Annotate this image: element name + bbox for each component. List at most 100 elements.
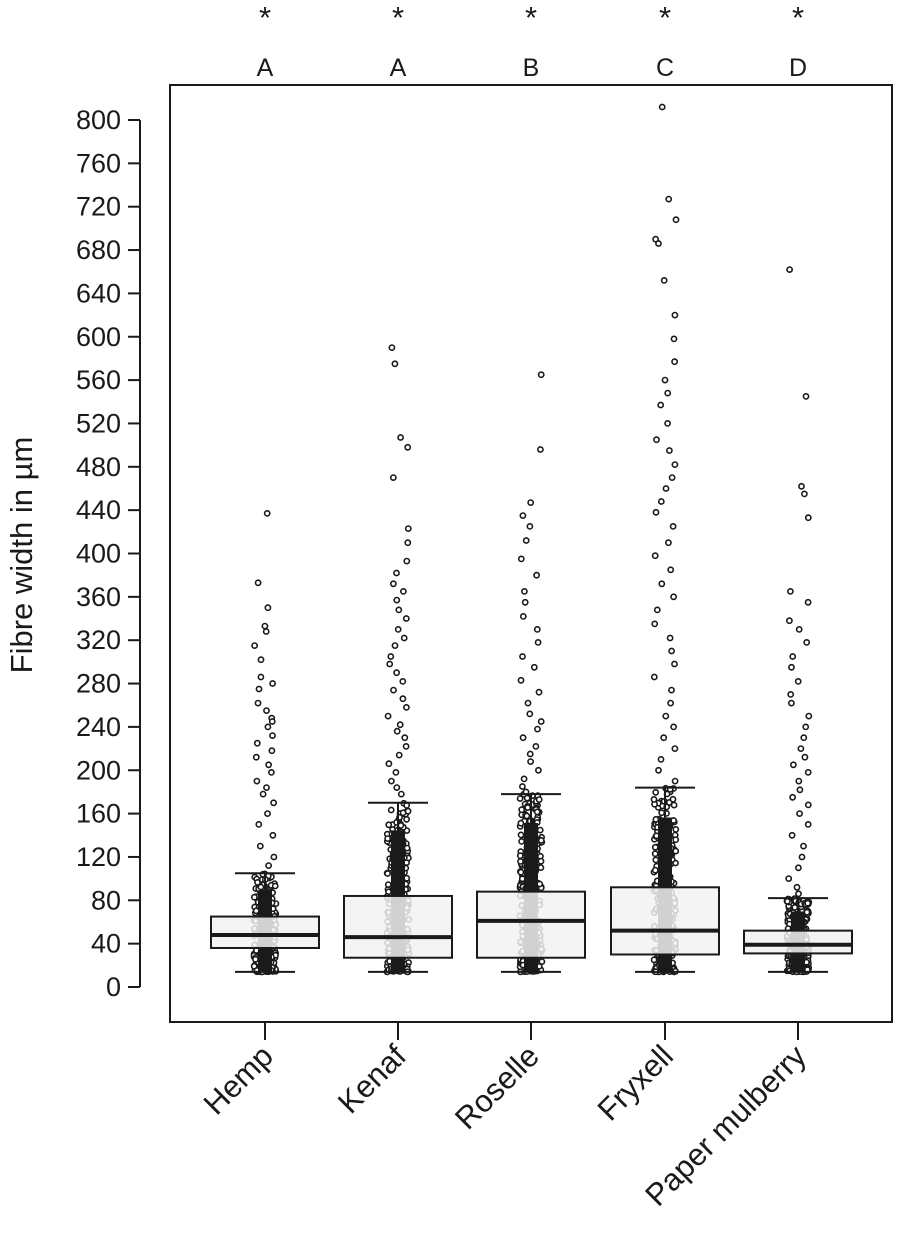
outlier-point-kenaf — [385, 760, 393, 768]
outlier-point-fryxell — [657, 498, 665, 505]
outlier-point-hemp — [270, 799, 277, 807]
data-point-roselle — [524, 804, 532, 811]
outlier-point-hemp — [254, 699, 262, 707]
outlier-point-roselle — [526, 750, 534, 758]
box-elements — [210, 786, 853, 973]
outlier-point-hemp — [255, 685, 263, 693]
data-point-fryxell — [672, 847, 680, 855]
outlier-point-paper-mulberry — [795, 777, 803, 785]
outlier-point-hemp — [255, 821, 263, 828]
outlier-point-paper-mulberry — [804, 821, 812, 828]
outlier-point-paper-mulberry — [803, 639, 811, 646]
outlier-point-paper-mulberry — [789, 653, 797, 660]
significance-star-fryxell: * — [659, 0, 671, 35]
outlier-point-paper-mulberry — [786, 266, 793, 273]
outlier-point-fryxell — [655, 766, 662, 774]
outlier-point-roselle — [519, 734, 527, 742]
data-point-kenaf — [387, 806, 395, 814]
outlier-point-hemp — [253, 777, 261, 785]
outlier-point-roselle — [524, 699, 532, 707]
data-point-paper-mulberry — [803, 908, 811, 916]
outlier-point-kenaf — [400, 634, 408, 642]
data-point-roselle — [537, 864, 545, 871]
data-point-roselle — [523, 812, 531, 820]
y-tick-label-760: 760 — [76, 148, 121, 178]
outlier-point-hemp — [252, 753, 260, 761]
box-roselle — [476, 890, 586, 959]
outlier-point-kenaf — [386, 660, 394, 668]
y-tick-label-360: 360 — [76, 582, 121, 612]
y-axis-ticks — [128, 119, 140, 988]
outlier-point-hemp — [264, 604, 272, 612]
outlier-point-fryxell — [668, 474, 676, 481]
outlier-point-fryxell — [671, 358, 678, 366]
outlier-point-paper-mulberry — [790, 761, 797, 769]
outlier-point-hemp — [267, 769, 275, 776]
outlier-point-paper-mulberry — [789, 793, 796, 801]
outlier-point-fryxell — [666, 447, 673, 454]
outlier-point-fryxell — [653, 436, 660, 444]
outlier-point-paper-mulberry — [793, 883, 801, 891]
outlier-point-hemp — [257, 656, 265, 664]
y-tick-label-0: 0 — [106, 972, 121, 1002]
data-point-roselle — [533, 808, 541, 816]
outlier-point-roselle — [537, 371, 545, 379]
outlier-point-fryxell — [664, 389, 672, 397]
outlier-point-paper-mulberry — [795, 626, 803, 633]
outlier-point-roselle — [519, 613, 527, 620]
data-point-fryxell — [658, 809, 666, 817]
outlier-point-fryxell — [668, 686, 675, 694]
outlier-point-paper-mulberry — [804, 514, 812, 522]
x-category-label-fryxell: Fryxell — [591, 1038, 680, 1127]
box-paper-mulberry — [743, 929, 853, 955]
outlier-point-hemp — [269, 831, 277, 839]
outlier-point-paper-mulberry — [804, 598, 812, 606]
outlier-point-fryxell — [651, 552, 659, 560]
outlier-point-fryxell — [671, 660, 678, 668]
outlier-point-kenaf — [393, 569, 400, 577]
data-point-roselle — [516, 795, 524, 802]
outlier-point-kenaf — [401, 734, 409, 742]
group-letter-roselle: B — [523, 54, 540, 82]
data-point-kenaf — [399, 809, 407, 817]
outlier-point-fryxell — [670, 593, 677, 601]
outlier-point-roselle — [517, 676, 525, 684]
outlier-point-fryxell — [671, 311, 679, 319]
outlier-point-fryxell — [655, 240, 662, 247]
data-point-roselle — [536, 826, 544, 834]
data-point-fryxell — [651, 866, 659, 874]
data-point-roselle — [517, 868, 525, 876]
outlier-point-roselle — [537, 718, 545, 725]
outlier-point-paper-mulberry — [800, 842, 807, 850]
outlier-point-kenaf — [391, 642, 399, 649]
y-tick-label-720: 720 — [76, 192, 121, 222]
data-point-roselle — [517, 831, 525, 839]
outlier-point-fryxell — [671, 745, 679, 752]
data-point-hemp — [250, 893, 258, 901]
significance-star-kenaf: * — [392, 0, 404, 35]
outlier-point-fryxell — [662, 485, 670, 492]
y-tick-label-440: 440 — [76, 495, 121, 525]
outlier-point-kenaf — [393, 596, 401, 604]
y-tick-label-560: 560 — [76, 365, 121, 395]
y-tick-label-680: 680 — [76, 235, 121, 265]
outlier-point-roselle — [527, 758, 534, 765]
data-point-roselle — [518, 838, 525, 845]
outlier-point-paper-mulberry — [788, 663, 795, 671]
outlier-point-roselle — [534, 639, 542, 646]
data-point-paper-mulberry — [791, 904, 799, 911]
data-point-kenaf — [384, 870, 391, 877]
outlier-point-roselle — [532, 743, 540, 750]
data-point-fryxell — [650, 956, 658, 964]
data-point-kenaf — [403, 844, 411, 852]
box-hemp — [210, 915, 320, 949]
outlier-point-hemp — [265, 761, 272, 769]
outlier-point-kenaf — [402, 704, 410, 711]
y-tick-label-800: 800 — [76, 105, 121, 135]
outlier-point-hemp — [251, 642, 258, 649]
data-point-hemp — [254, 879, 261, 886]
y-tick-label-240: 240 — [76, 712, 121, 742]
outlier-point-roselle — [526, 523, 534, 530]
outlier-point-paper-mulberry — [801, 490, 808, 498]
outlier-point-kenaf — [397, 790, 405, 798]
